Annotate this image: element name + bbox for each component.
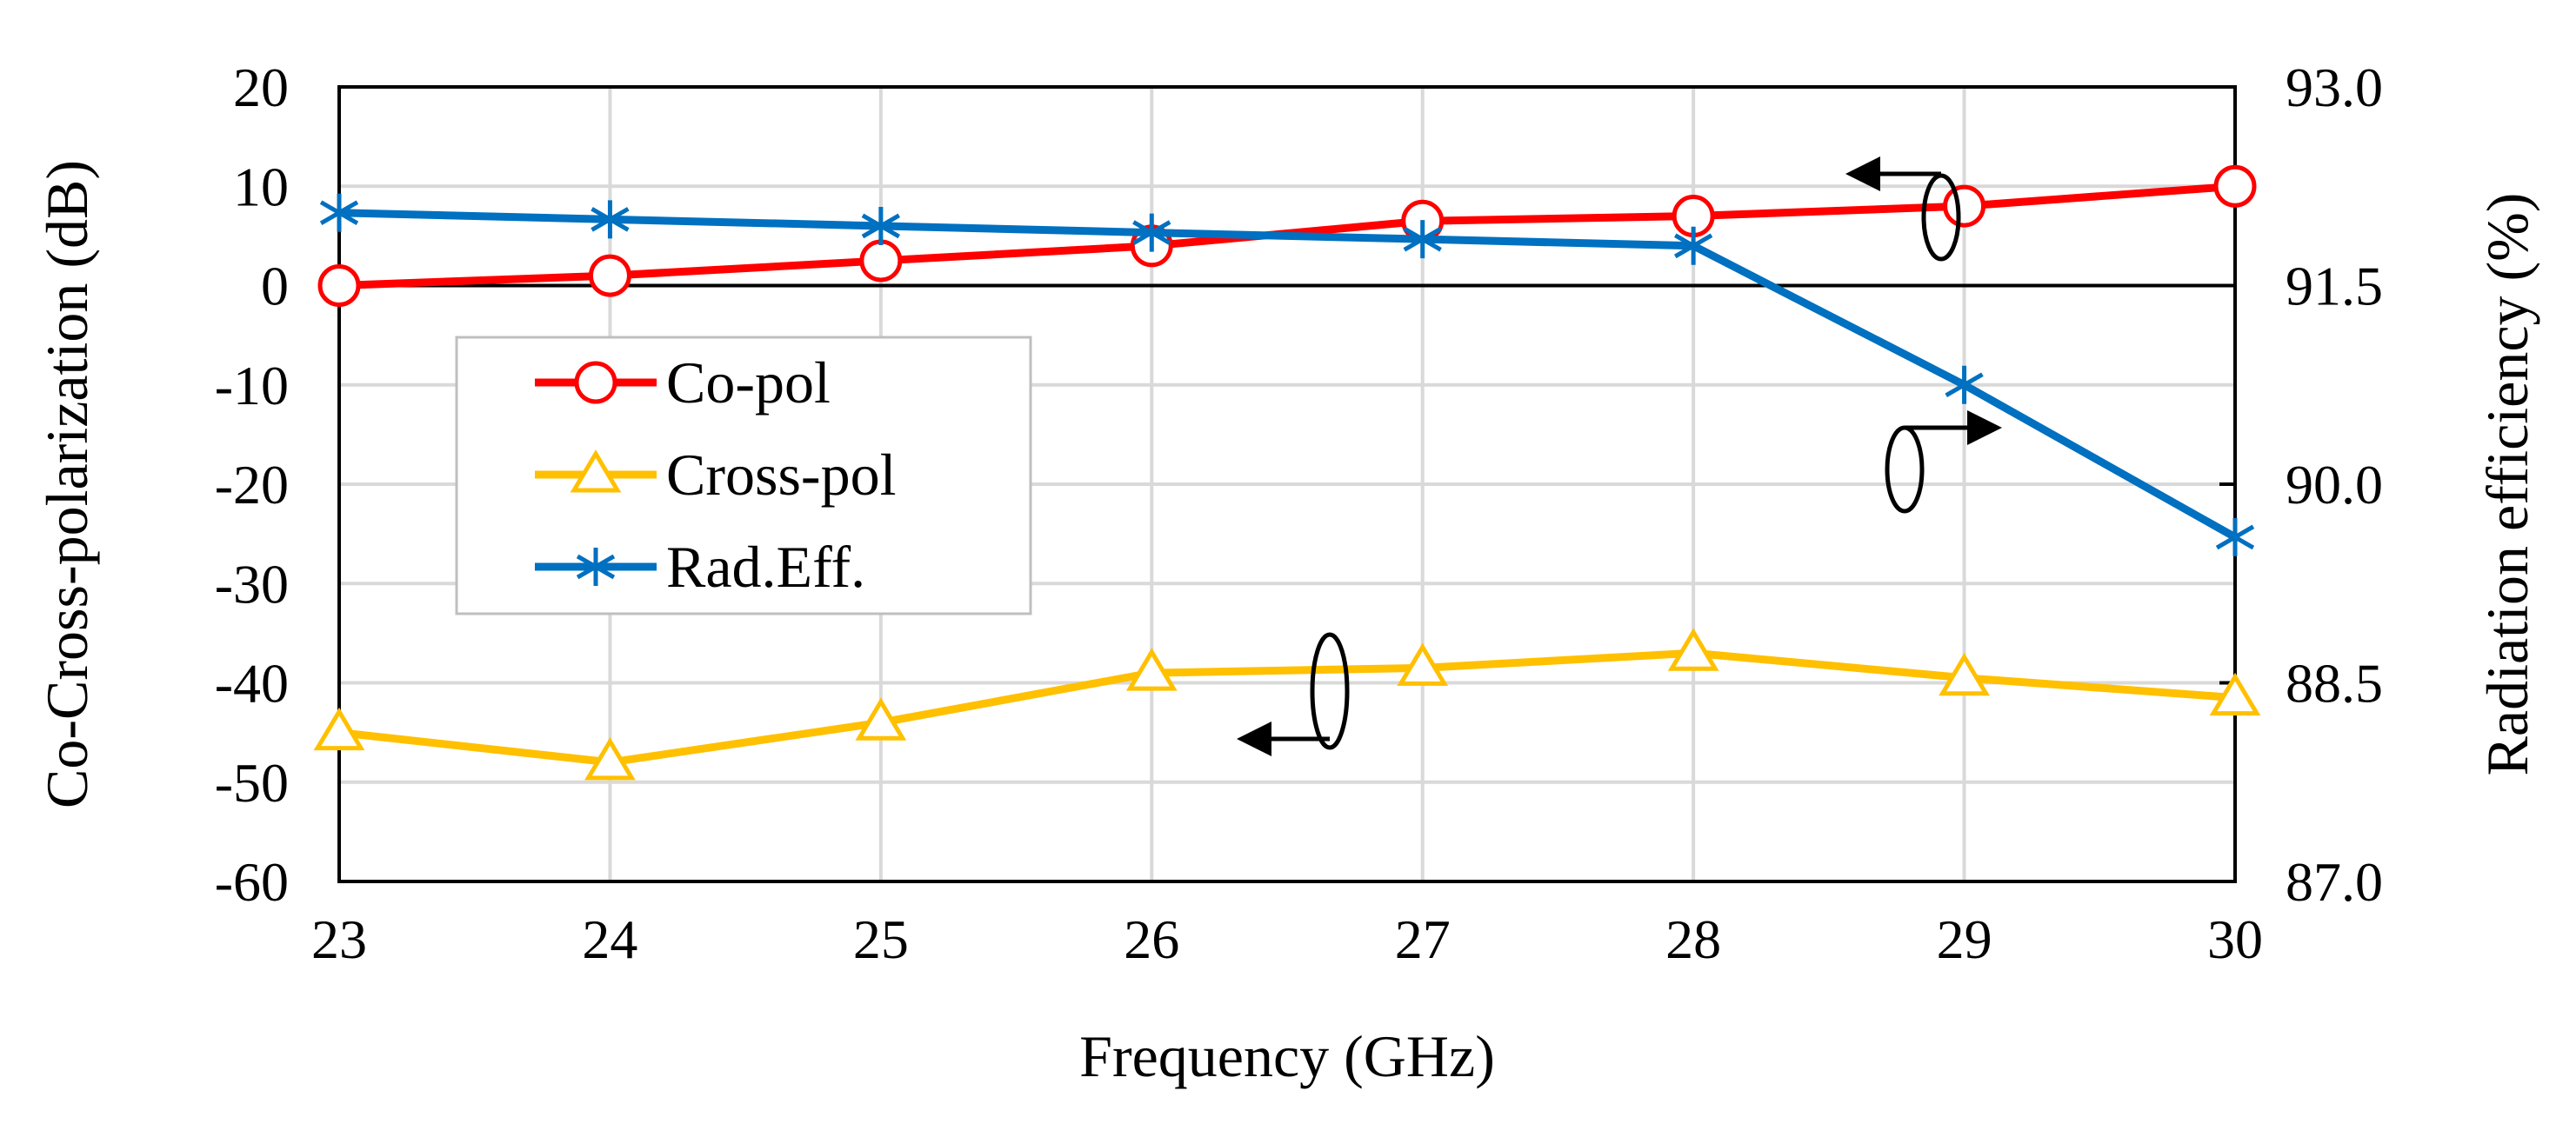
x-tick-label: 29 bbox=[1937, 908, 1992, 970]
data-point-rad-eff bbox=[1403, 220, 1442, 259]
x-axis-title: Frequency (GHz) bbox=[1079, 1023, 1495, 1089]
legend-marker-cross-pol bbox=[570, 449, 622, 493]
data-point-cross-pol bbox=[1397, 642, 1449, 686]
data-point-cross-pol bbox=[313, 707, 365, 751]
y-right-tick-label: 93.0 bbox=[2286, 57, 2383, 118]
x-tick-label: 25 bbox=[853, 908, 909, 970]
data-point-rad-eff bbox=[591, 200, 630, 239]
data-point-co-pol bbox=[2213, 164, 2257, 208]
legend-label-cross-pol: Cross-pol bbox=[666, 442, 896, 508]
data-point-cross-pol bbox=[1125, 648, 1178, 691]
y-left-tick-label: -60 bbox=[215, 851, 289, 913]
series-line-rad-eff bbox=[338, 209, 2238, 541]
y-left-axis-title: Co-Cross-polarization (dB) bbox=[34, 160, 100, 808]
y-left-tick-label: 0 bbox=[261, 256, 289, 317]
data-point-rad-eff bbox=[1945, 365, 1984, 404]
y-left-tick-label: 10 bbox=[233, 156, 289, 217]
data-point-rad-eff bbox=[1673, 226, 1713, 265]
data-point-rad-eff bbox=[1132, 213, 1171, 252]
data-point-co-pol bbox=[859, 239, 903, 283]
x-tick-label: 24 bbox=[582, 908, 637, 970]
legend-label-rad-eff: Rad.Eff. bbox=[666, 534, 865, 600]
y-right-tick-label: 87.0 bbox=[2286, 851, 2383, 913]
legend-marker-rad-eff bbox=[576, 548, 616, 586]
y-right-tick-label: 90.0 bbox=[2286, 454, 2383, 515]
series-line-cross-pol bbox=[338, 648, 2236, 767]
y-left-tick-label: -20 bbox=[215, 454, 289, 515]
y-right-axis-title: Radiation efficiency (%) bbox=[2474, 193, 2540, 776]
legend-marker-co-pol bbox=[574, 361, 617, 404]
data-point-cross-pol bbox=[855, 697, 907, 741]
y-right-tick-label: 91.5 bbox=[2286, 256, 2383, 317]
data-point-cross-pol bbox=[1939, 652, 1990, 696]
x-tick-label: 26 bbox=[1124, 908, 1179, 970]
x-tick-label: 28 bbox=[1665, 908, 1721, 970]
data-point-rad-eff bbox=[861, 206, 901, 245]
data-point-rad-eff bbox=[319, 193, 359, 232]
y-left-tick-label: 20 bbox=[233, 57, 289, 118]
x-tick-label: 27 bbox=[1395, 908, 1451, 970]
x-tick-label: 23 bbox=[311, 908, 367, 970]
legend-label-co-pol: Co-pol bbox=[666, 349, 831, 416]
x-tick-label: 30 bbox=[2207, 908, 2263, 970]
data-point-co-pol bbox=[317, 264, 361, 307]
y-left-tick-label: -10 bbox=[215, 355, 289, 416]
data-point-co-pol bbox=[1943, 184, 1986, 228]
y-right-tick-label: 88.5 bbox=[2286, 653, 2383, 715]
y-left-tick-label: -40 bbox=[215, 653, 289, 715]
data-point-cross-pol bbox=[2209, 672, 2261, 716]
data-point-cross-pol bbox=[584, 737, 636, 781]
y-left-tick-label: -30 bbox=[215, 553, 289, 615]
data-point-rad-eff bbox=[2215, 517, 2255, 556]
y-left-tick-label: -50 bbox=[215, 752, 289, 814]
rad-eff-axis-indicator-ellipse bbox=[1885, 425, 1925, 514]
data-point-cross-pol bbox=[1667, 628, 1719, 671]
cross-pol-axis-indicator-ellipse bbox=[1310, 632, 1350, 750]
data-point-co-pol bbox=[588, 254, 631, 297]
